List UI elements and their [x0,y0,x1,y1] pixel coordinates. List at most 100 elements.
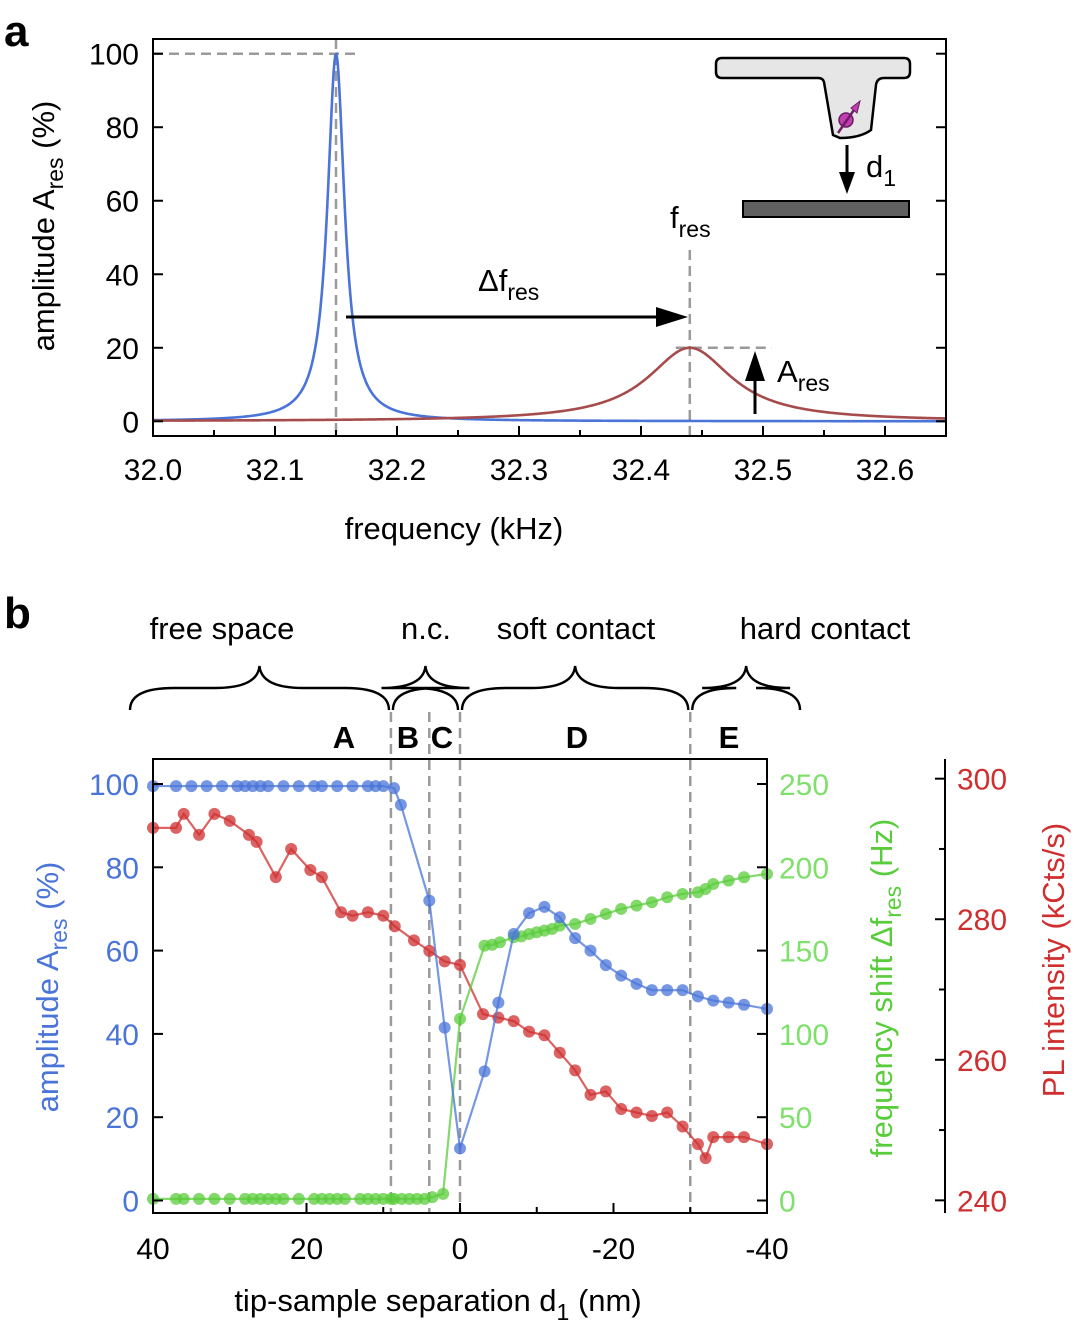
series-frequency-shift-point [208,1192,221,1205]
chart-b-middle-ytick-label: 150 [779,936,829,969]
series-pl-intensity-point [699,1152,712,1165]
series-pl-intensity-point [691,1138,704,1151]
series-pl-intensity-point [285,842,298,855]
series-frequency-shift-point [292,1192,305,1205]
zone-e: E [719,720,740,755]
chart-b-right-ytick-label: 300 [957,764,1007,797]
series-frequency-shift-point [277,1192,290,1205]
chart-a-ytick-label: 100 [89,39,139,72]
chart-a-yticks: 0 20 40 60 80 100 [89,39,946,439]
series-amplitude-point [478,1065,491,1078]
series-pl-intensity-point [645,1110,658,1123]
series-pl-intensity-point [676,1120,689,1133]
series-pl-intensity-point [304,864,317,877]
series-amplitude-point [262,780,275,793]
chart-b-left-ytick-label: 100 [89,769,139,802]
chart-b-series [147,780,773,1205]
chart-b-right-ytick-label: 240 [957,1185,1007,1218]
series-amplitude-point [523,907,536,920]
chart-b-middle-yticks: 0 50 100 150 200 250 [757,769,829,1219]
a-res-arrow [745,351,765,414]
series-amplitude-point [454,1142,466,1155]
series-blue-resonance [152,51,946,423]
series-pl-intensity-point [315,871,328,884]
chart-b-xtick-label: 20 [290,1233,323,1266]
chart-b-xtick-label: -40 [745,1233,788,1266]
series-amplitude-point [315,780,328,793]
series-frequency-shift-point [454,1012,466,1025]
series-amplitude-point [423,894,436,907]
series-frequency-shift-point [615,902,628,915]
series-pl-intensity-point [269,871,282,884]
series-frequency-shift-point [437,1187,450,1200]
series-amplitude-point [645,984,658,997]
zone-d: D [566,720,588,755]
chart-b-left-ytick-label: 40 [106,1019,139,1052]
zone-a: A [333,720,355,755]
chart-b-left-axis-label: amplitude Ares (%) [30,862,72,1113]
delta-f-arrow [346,307,688,327]
chart-a-x-axis-label: frequency (kHz) [345,511,564,546]
series-frequency-shift-point [338,1192,351,1205]
series-frequency-shift-point [707,877,720,890]
series-frequency-shift-point [193,1192,206,1205]
chart-a-frame [152,38,947,437]
series-amplitude-point [630,977,643,990]
series-amplitude-point [553,911,566,924]
series-amplitude-point [661,984,674,997]
chart-a-xtick-label: 32.6 [856,454,914,487]
chart-b-x-axis-label: tip-sample separation d1 (nm) [234,1283,641,1325]
chart-b-middle-ytick-label: 50 [779,1102,812,1135]
series-pl-intensity-point [223,814,236,827]
series-amplitude-point [346,780,359,793]
series-amplitude-point [691,990,704,1003]
series-amplitude-point [331,780,344,793]
chart-b-xtick-label: 40 [136,1233,169,1266]
region-hard-contact: hard contact [740,611,911,646]
series-frequency-shift-point [676,887,689,900]
series-pl-intensity-point [423,944,436,957]
region-free-space: free space [150,611,295,646]
series-pl-intensity-point [722,1131,735,1144]
chart-b-middle-ytick-label: 100 [779,1019,829,1052]
zone-b: B [397,720,419,755]
series-pl-intensity-point [707,1131,720,1144]
chart-b-middle-ytick-label: 0 [779,1186,796,1219]
a-res-label: Ares [777,354,830,396]
series-pl-intensity-point [599,1085,612,1098]
brace-soft-contact [460,665,690,711]
sample-surface-icon [742,200,910,218]
series-pl-intensity-point [407,934,420,947]
series-frequency-shift-point [630,899,643,912]
zone-c: C [431,720,453,755]
series-frequency-shift-point [645,896,658,909]
series-pl-intensity-point [170,821,183,834]
chart-a-xtick-label: 32.0 [124,454,182,487]
series-frequency-shift-point [223,1192,236,1205]
series-amplitude-point [599,959,612,972]
chart-b-middle-axis-label: frequency shift Δfres (Hz) [864,819,906,1158]
series-amplitude-point [394,798,407,811]
series-pl-intensity-point [388,920,401,933]
chart-b-left-ytick-label: 60 [106,936,139,969]
series-frequency-shift-point [737,871,750,884]
series-frequency-shift-point [722,874,735,887]
chart-b-right-ytick-label: 260 [957,1045,1007,1078]
chart-a-xticks: 32.0 32.1 32.2 32.3 32.4 32.5 32.6 [124,426,914,487]
series-pl-intensity-point [177,807,190,820]
series-pl-intensity-point [335,906,348,919]
series-pl-intensity-point [630,1106,643,1119]
chart-a-xtick-label: 32.5 [734,454,792,487]
series-amplitude-point [200,780,213,793]
chart-a-ytick-label: 20 [106,333,139,366]
series-frequency-shift-point [661,891,674,904]
series-pl-intensity-point [523,1025,536,1038]
chart-b-middle-ytick-label: 250 [779,769,829,802]
series-pl-intensity-point [377,909,390,922]
series-amplitude-point [170,780,183,793]
series-pl-intensity-point [193,828,206,841]
series-frequency-shift-point [584,912,597,925]
series-amplitude-point [737,998,750,1011]
delta-f-label: Δfres [478,263,539,305]
series-amplitude-point [216,780,229,793]
